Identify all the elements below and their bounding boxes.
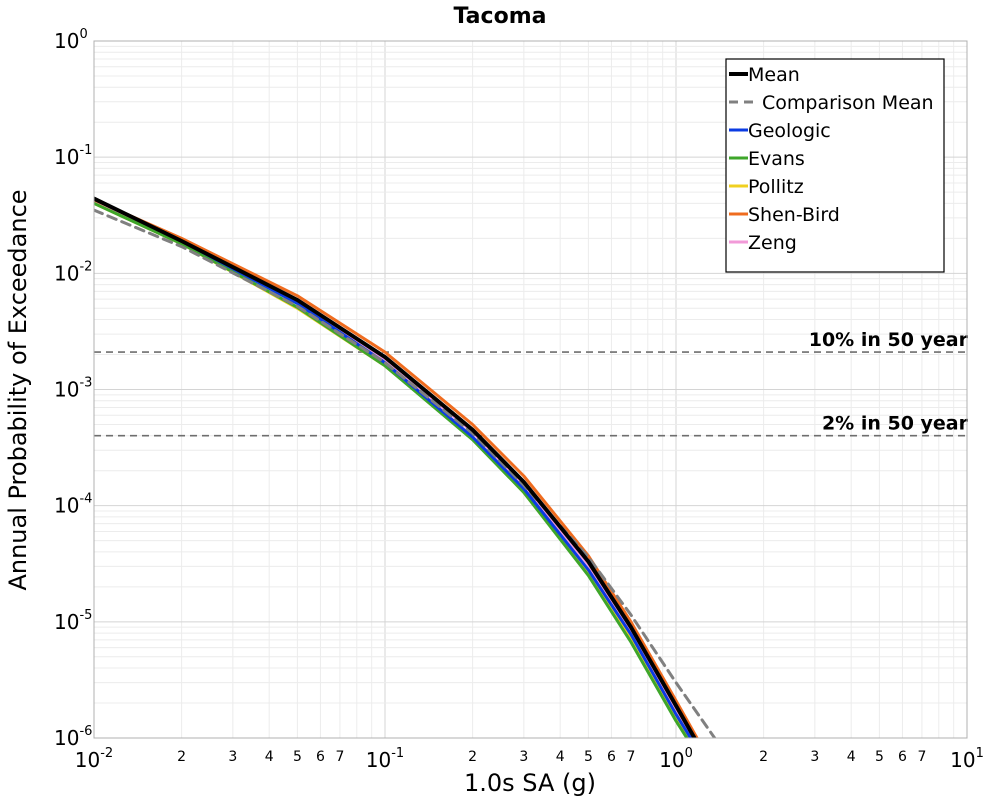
y-axis-label: Annual Probability of Exceedance bbox=[4, 189, 32, 590]
x-minor-tick-label: 4 bbox=[847, 749, 856, 765]
legend-label: Comparison Mean bbox=[762, 92, 934, 114]
y-tick-label: 10-6 bbox=[54, 724, 92, 750]
chart-title: Tacoma bbox=[454, 4, 547, 29]
legend-box bbox=[725, 58, 945, 273]
legend-label: Evans bbox=[748, 148, 805, 170]
series-line bbox=[94, 208, 717, 738]
x-tick-label: 100 bbox=[659, 746, 693, 772]
data-series bbox=[94, 196, 717, 738]
y-tick-label: 10-4 bbox=[54, 492, 92, 518]
x-minor-tick-label: 3 bbox=[519, 749, 528, 765]
x-minor-tick-label: 4 bbox=[265, 749, 274, 765]
x-tick-label: 10-1 bbox=[366, 746, 404, 772]
grid-lines bbox=[93, 41, 967, 739]
y-tick-label: 10-3 bbox=[54, 376, 92, 402]
legend-label: Geologic bbox=[748, 120, 831, 142]
x-minor-tick-label: 6 bbox=[898, 749, 907, 765]
series-line bbox=[94, 196, 697, 738]
x-minor-tick-label: 6 bbox=[607, 749, 616, 765]
reference-lines: 10% in 50 year 2% in 50 year bbox=[94, 329, 969, 437]
x-minor-tick-label: 7 bbox=[626, 749, 635, 765]
legend-label: Zeng bbox=[748, 232, 797, 254]
y-tick-label: 100 bbox=[54, 27, 88, 53]
legend-label: Pollitz bbox=[748, 176, 804, 198]
x-minor-tick-label: 7 bbox=[917, 749, 926, 765]
plot-area-border bbox=[93, 40, 968, 739]
x-minor-tick-label: 3 bbox=[810, 749, 819, 765]
x-minor-tick-label: 5 bbox=[584, 749, 593, 765]
reference-line-label: 2% in 50 year bbox=[822, 413, 969, 435]
x-axis-label: 1.0s SA (g) bbox=[464, 769, 596, 797]
series-line bbox=[94, 198, 699, 738]
x-minor-tick-label: 2 bbox=[468, 749, 477, 765]
x-minor-tick-label: 2 bbox=[177, 749, 186, 765]
y-tick-label: 10-5 bbox=[54, 608, 92, 634]
y-tick-label: 10-1 bbox=[54, 143, 92, 169]
reference-line-label: 10% in 50 year bbox=[809, 329, 969, 351]
x-minor-tick-label: 3 bbox=[228, 749, 237, 765]
y-tick-label: 10-2 bbox=[54, 259, 92, 285]
x-minor-tick-label: 4 bbox=[556, 749, 565, 765]
x-minor-tick-label: 5 bbox=[875, 749, 884, 765]
x-minor-tick-label: 5 bbox=[293, 749, 302, 765]
x-minor-tick-label: 7 bbox=[335, 749, 344, 765]
legend-label: Mean bbox=[748, 64, 800, 86]
legend: Mean Comparison Mean Geologic Evans Pollitz S… bbox=[725, 58, 945, 273]
x-minor-tick-label: 2 bbox=[759, 749, 768, 765]
x-tick-label: 101 bbox=[950, 746, 984, 772]
x-tick-label: 10-2 bbox=[75, 746, 113, 772]
legend-label: Shen-Bird bbox=[748, 204, 840, 226]
x-minor-tick-label: 6 bbox=[316, 749, 325, 765]
